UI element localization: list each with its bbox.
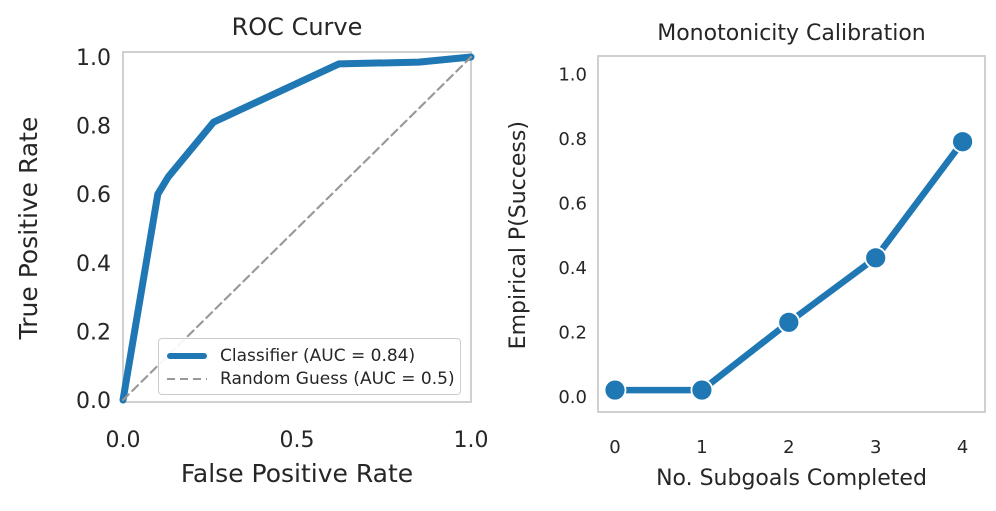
random-guess-legend-label: Random Guess (AUC = 0.5) — [220, 369, 455, 389]
calibration-plot-title: Monotonicity Calibration — [657, 21, 926, 46]
calibration-data-point — [603, 378, 627, 402]
roc-ytick-label: 1.0 — [76, 46, 111, 71]
roc-series-0-line — [119, 53, 475, 404]
calibration-xtick-label: 0 — [609, 437, 620, 458]
calibration-xtick-label: 4 — [957, 437, 968, 458]
classifier-line-swatch — [167, 353, 207, 359]
calibration-series-0-line — [611, 138, 966, 394]
calibration-ytick-label: 0.8 — [558, 129, 587, 150]
roc-ytick-label: 0.2 — [76, 320, 111, 345]
roc-ytick-label: 0.4 — [76, 252, 111, 277]
roc-xtick-label: 0.0 — [106, 428, 141, 453]
calibration-xtick-label: 1 — [696, 437, 707, 458]
roc-ytick-label: 0.8 — [76, 115, 111, 140]
roc-yaxis-label: True Positive Rate — [14, 116, 43, 340]
roc-ytick-label: 0.6 — [76, 183, 111, 208]
calibration-ytick-label: 0.6 — [558, 194, 587, 215]
calibration-ytick-label: 0.2 — [558, 323, 587, 344]
calibration-yaxis-label: Empirical P(Success) — [505, 121, 531, 350]
legend-row-classifier: Classifier (AUC = 0.84) — [167, 345, 452, 367]
calibration-xtick-label: 3 — [870, 437, 881, 458]
calibration-data-point — [864, 246, 888, 270]
calibration-ytick-label: 0.4 — [558, 258, 587, 279]
calibration-data-point — [951, 130, 974, 154]
calibration-xtick-label: 2 — [783, 437, 794, 458]
roc-xtick-label: 0.5 — [280, 428, 315, 453]
roc-xtick-label: 1.0 — [454, 428, 489, 453]
calibration-xaxis-label: No. Subgoals Completed — [656, 466, 927, 491]
classifier-legend-label: Classifier (AUC = 0.84) — [220, 346, 416, 366]
roc-xaxis-label: False Positive Rate — [180, 459, 414, 488]
roc-legend: Classifier (AUC = 0.84) Random Guess (AU… — [158, 338, 461, 395]
calibration-axes-frame — [597, 55, 986, 413]
roc-plot-title: ROC Curve — [231, 13, 363, 41]
calibration-data-point — [777, 310, 801, 334]
roc-ytick-label: 0.0 — [76, 389, 111, 414]
random-guess-line-swatch — [167, 377, 207, 381]
roc-axes-frame — [122, 51, 472, 403]
legend-row-random-guess: Random Guess (AUC = 0.5) — [167, 368, 455, 390]
calibration-ytick-label: 0.0 — [558, 387, 587, 408]
calibration-ytick-label: 1.0 — [558, 65, 587, 86]
calibration-data-point — [690, 378, 714, 402]
